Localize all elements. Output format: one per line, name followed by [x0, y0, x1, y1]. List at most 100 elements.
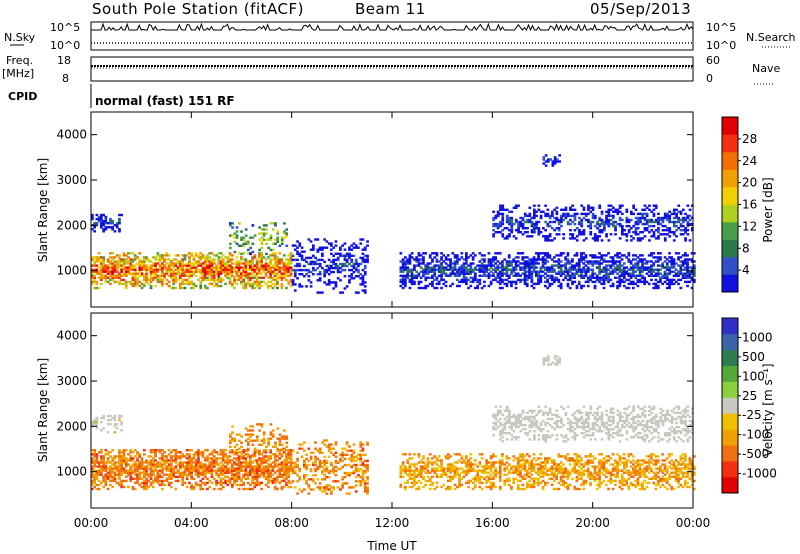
- heatmap-cell: [663, 233, 667, 236]
- heatmap-cell: [339, 291, 342, 294]
- heatmap-cell: [120, 483, 123, 487]
- heatmap-cell: [255, 451, 259, 454]
- heatmap-cell: [564, 206, 568, 209]
- heatmap-cell: [145, 266, 148, 269]
- y-tick-label: 3000: [56, 173, 87, 187]
- heatmap-cell: [652, 282, 656, 286]
- heatmap-cell: [634, 216, 638, 220]
- heatmap-cell: [547, 158, 550, 161]
- heatmap-cell: [401, 282, 405, 286]
- heatmap-cell: [293, 471, 297, 475]
- heatmap-cell: [508, 218, 511, 222]
- heatmap-cell: [273, 272, 277, 275]
- heatmap-cell: [357, 270, 360, 274]
- heatmap-cell: [289, 252, 293, 255]
- heatmap-cell: [291, 254, 295, 257]
- heatmap-cell: [97, 215, 101, 219]
- heatmap-cell: [614, 254, 617, 257]
- heatmap-cell: [115, 264, 119, 267]
- heatmap-cell: [185, 473, 189, 476]
- heatmap-cell: [206, 256, 209, 259]
- heatmap-cell: [437, 266, 441, 269]
- heatmap-cell: [145, 258, 148, 261]
- heatmap-cell: [533, 204, 536, 207]
- heatmap-cell: [127, 260, 130, 263]
- heatmap-cell: [100, 262, 103, 265]
- heatmap-cell: [656, 274, 660, 277]
- heatmap-cell: [564, 262, 567, 265]
- heatmap-cell: [627, 224, 631, 228]
- heatmap-cell: [652, 224, 656, 228]
- heatmap-cell: [361, 256, 365, 260]
- heatmap-cell: [496, 264, 500, 267]
- heatmap-cell: [293, 248, 297, 251]
- heatmap-cell: [401, 266, 405, 269]
- heatmap-cell: [109, 473, 112, 476]
- heatmap-cell: [251, 469, 254, 472]
- heatmap-cell: [551, 212, 554, 216]
- heatmap-cell: [647, 260, 651, 263]
- heatmap-cell: [492, 274, 495, 277]
- heatmap-cell: [246, 481, 250, 485]
- heatmap-cell: [240, 445, 243, 448]
- heatmap-cell: [679, 272, 683, 275]
- heatmap-cell: [170, 463, 173, 466]
- heatmap-cell: [235, 264, 239, 267]
- heatmap-cell: [621, 212, 624, 216]
- heatmap-cell: [176, 254, 180, 257]
- heatmap-cell: [129, 459, 133, 462]
- heatmap-cell: [161, 471, 164, 474]
- heatmap-cell: [465, 262, 468, 265]
- heatmap-cell: [131, 260, 135, 263]
- heatmap-cell: [618, 280, 622, 284]
- heatmap-cell: [408, 278, 412, 282]
- heatmap-cell: [535, 214, 538, 218]
- heatmap-cell: [104, 453, 108, 456]
- heatmap-cell: [359, 445, 363, 448]
- heatmap-cell: [271, 254, 275, 257]
- heatmap-cell: [269, 471, 272, 474]
- heatmap-cell: [273, 471, 277, 474]
- heatmap-cell: [657, 220, 660, 224]
- heatmap-cell: [638, 258, 642, 261]
- heatmap-cell: [120, 471, 123, 474]
- heatmap-cell: [283, 222, 286, 225]
- heatmap-cell: [206, 260, 209, 263]
- heatmap-cell: [614, 227, 617, 230]
- heatmap-cell: [97, 463, 101, 466]
- heatmap-cell: [197, 260, 200, 263]
- heatmap-cell: [199, 485, 203, 489]
- heatmap-cell: [442, 483, 446, 487]
- heatmap-cell: [647, 274, 651, 277]
- heatmap-cell: [525, 264, 529, 267]
- heatmap-cell: [237, 475, 241, 478]
- heatmap-cell: [636, 216, 640, 220]
- heatmap-cell: [285, 473, 288, 476]
- heatmap-cell: [237, 467, 241, 470]
- heatmap-cell: [285, 262, 288, 265]
- heatmap-cell: [242, 461, 245, 464]
- heatmap-cell: [668, 278, 671, 282]
- heatmap-cell: [249, 457, 252, 460]
- heatmap-cell: [589, 206, 593, 209]
- heatmap-cell: [170, 455, 173, 458]
- heatmap-cell: [203, 457, 207, 460]
- heatmap-cell: [634, 233, 638, 236]
- heatmap-cell: [316, 478, 320, 481]
- heatmap-cell: [208, 262, 212, 265]
- heatmap-cell: [118, 276, 121, 279]
- heatmap-cell: [131, 485, 135, 489]
- heatmap-cell: [535, 222, 538, 226]
- heatmap-cell: [600, 212, 604, 216]
- heatmap-cell: [147, 258, 151, 261]
- heatmap-cell: [684, 262, 687, 265]
- heatmap-cell: [136, 479, 139, 483]
- heatmap-cell: [269, 280, 272, 284]
- heatmap-cell: [404, 260, 407, 263]
- heatmap-cell: [271, 248, 275, 252]
- heatmap-cell: [179, 473, 182, 476]
- heatmap-cell: [208, 467, 212, 470]
- heatmap-cell: [269, 276, 272, 279]
- heatmap-cell: [109, 414, 112, 418]
- heatmap-cell: [161, 284, 164, 288]
